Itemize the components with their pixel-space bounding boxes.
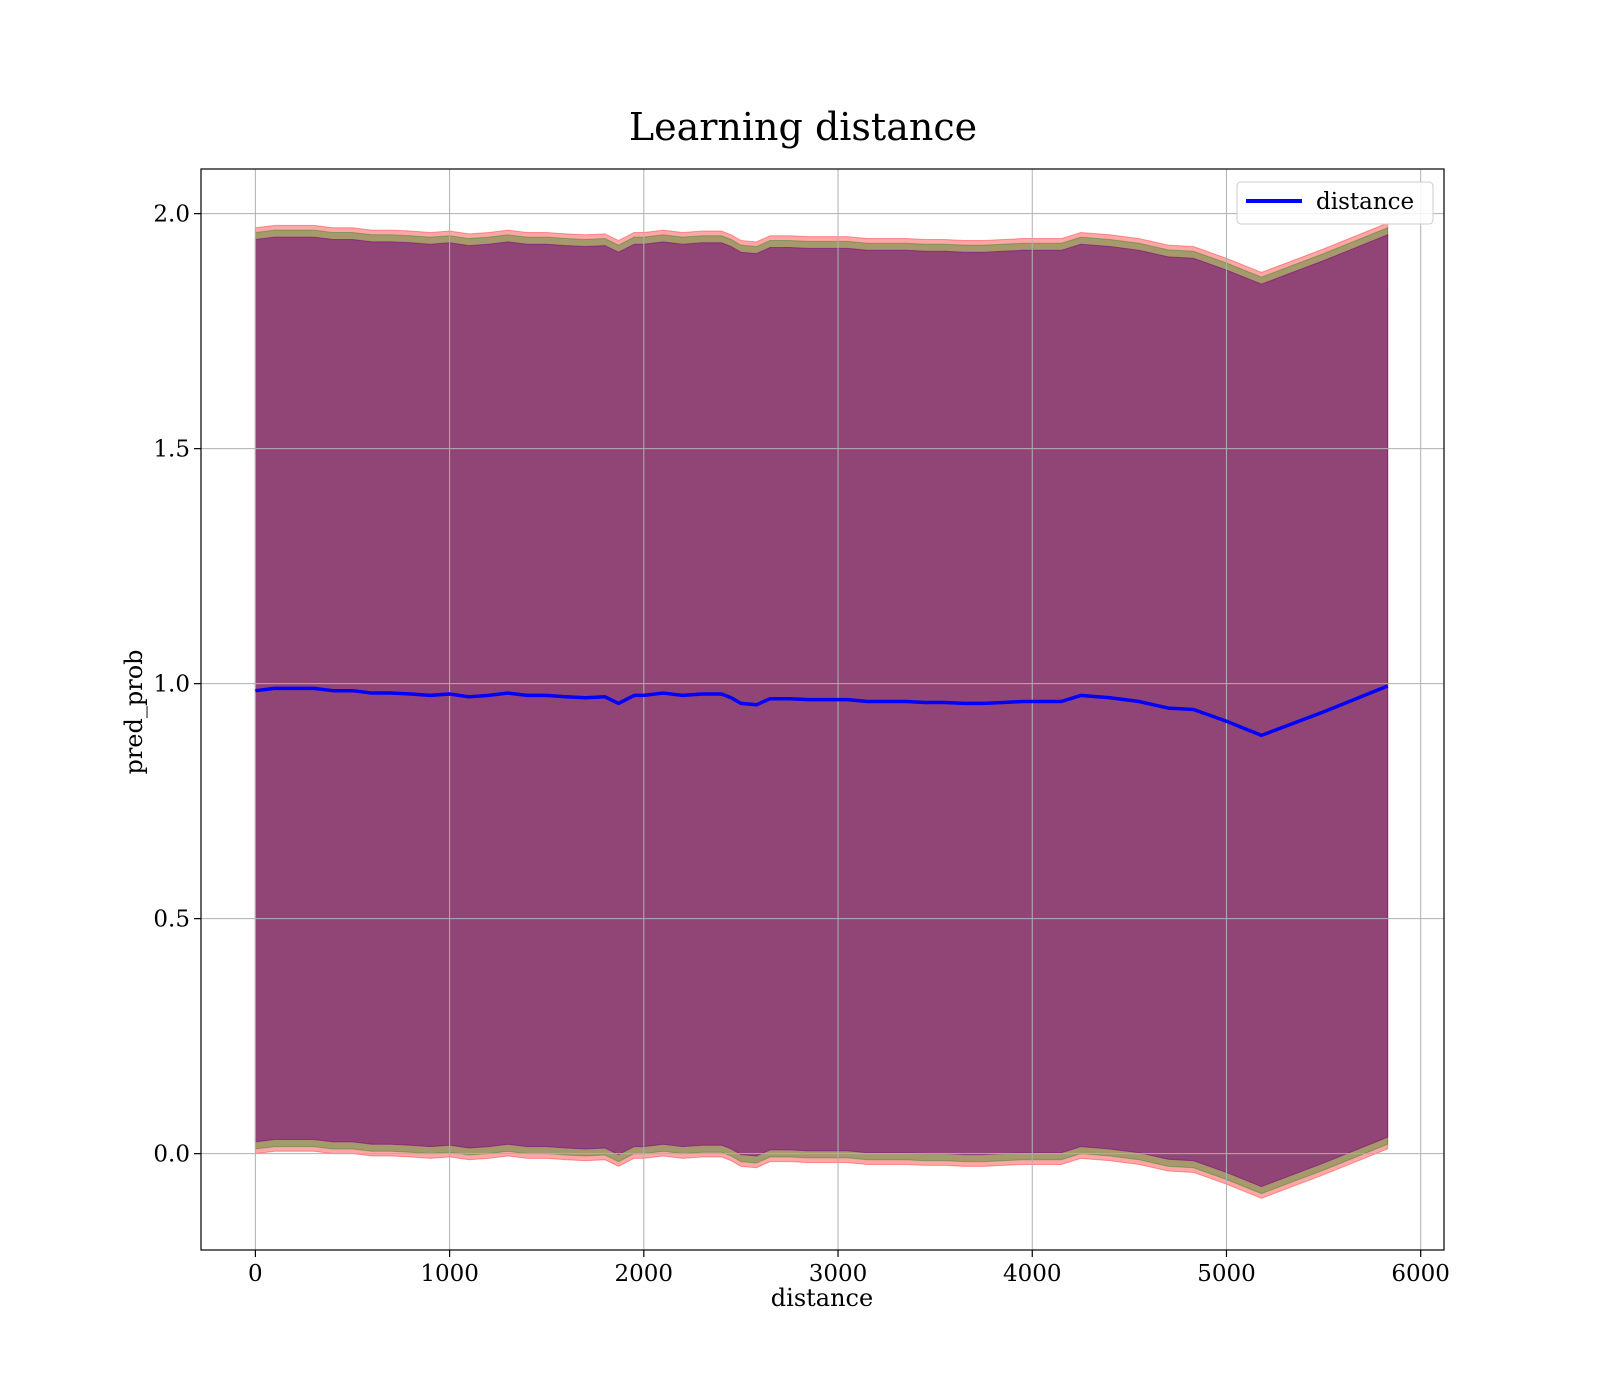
series-lines <box>255 684 1389 738</box>
y-tick-label-4: 2.0 <box>153 202 190 228</box>
x-tick-label-5: 5000 <box>1197 1261 1256 1287</box>
x-tick-label-0: 0 <box>248 1261 263 1287</box>
confidence-band-2 <box>254 234 1389 1188</box>
x-tick-label-4: 4000 <box>1003 1261 1062 1287</box>
confidence-bands <box>254 222 1389 1199</box>
y-tick-label-2: 1.0 <box>153 672 190 698</box>
x-tick-label-6: 6000 <box>1391 1261 1450 1287</box>
x-axis-label: distance <box>771 1284 873 1312</box>
axis-ticks: 0 1000 2000 3000 4000 5000 6000 0.0 0.5 1.0 1.5 2.0 <box>153 202 1450 1287</box>
plot-area <box>200 168 1445 1251</box>
legend-label-distance: distance <box>1316 189 1414 215</box>
series-line-distance <box>255 684 1389 738</box>
y-tick-label-1: 0.5 <box>153 907 190 933</box>
x-tick-label-1: 1000 <box>420 1261 479 1287</box>
axes-frame <box>200 168 1445 1251</box>
x-tick-label-2: 2000 <box>615 1261 674 1287</box>
legend-box <box>1236 181 1434 225</box>
x-tick-label-3: 3000 <box>809 1261 868 1287</box>
y-axis-label: pred_prob <box>120 649 148 774</box>
y-tick-label-3: 1.5 <box>153 437 190 463</box>
legend: distance <box>1236 181 1434 225</box>
y-tick-label-0: 0.0 <box>153 1142 190 1168</box>
gridlines <box>201 169 1444 1250</box>
chart-title: Learning distance <box>629 105 977 149</box>
